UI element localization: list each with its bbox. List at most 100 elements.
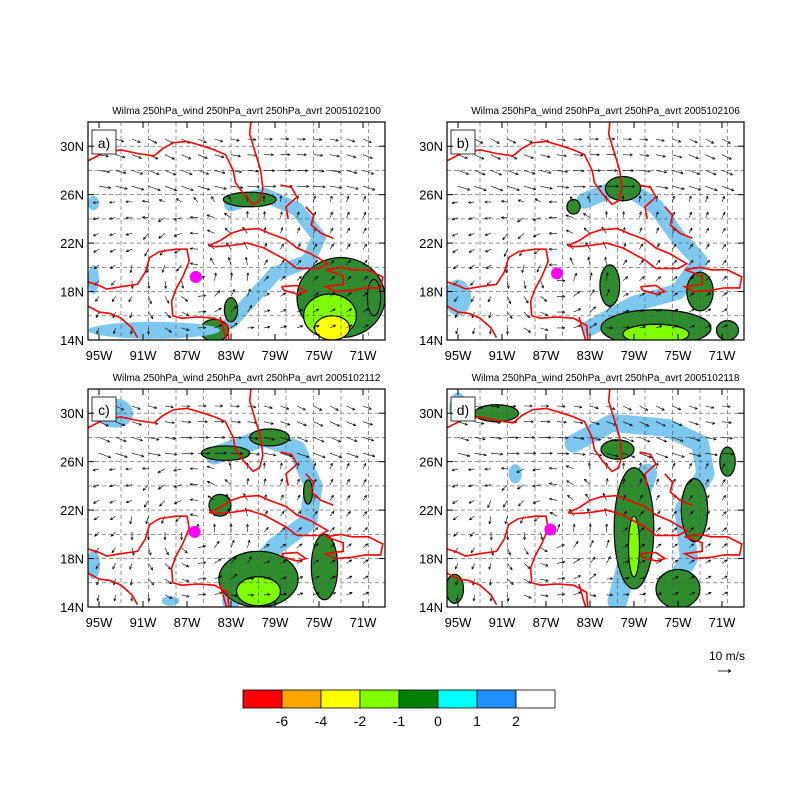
coastline [664,206,693,240]
wind-vector [672,510,677,517]
wind-vector [589,539,594,548]
wind-vector [490,185,504,192]
wind-vector [639,478,643,485]
wind-vector [145,516,149,525]
wind-vector [279,195,283,202]
wind-vector [230,420,241,424]
wind-vector [621,195,625,202]
y-tick-label: 30N [419,139,443,154]
wind-vector [501,200,508,203]
wind-vector [115,185,128,190]
wind-vector [129,579,133,586]
y-tick-label: 30N [60,406,84,421]
wind-vector [346,437,358,442]
wind-vector [523,280,527,289]
wind-vector [313,576,320,580]
wind-vector [148,170,160,176]
wind-vector [474,437,486,441]
y-tick-label: 26N [60,455,84,470]
wind-vector [523,531,526,541]
wind-vector [131,452,145,458]
wind-vector [279,211,283,218]
wind-vector [280,325,287,329]
wind-vector [488,516,492,525]
wind-vector [207,495,215,501]
wind-vector [92,201,100,204]
wind-vector [143,500,149,508]
wind-vector [548,497,558,501]
wind-vector [131,138,141,143]
wind-vector [313,259,318,266]
coastline [447,389,623,473]
wind-vector [705,575,712,580]
wind-vector [639,421,650,427]
wind-vector [721,421,732,424]
wind-vector [557,294,566,298]
wind-vector [556,524,561,532]
wind-vector [573,169,585,173]
wind-vector [622,405,632,411]
wind-vector [263,184,277,188]
wind-vector [346,478,350,485]
wind-vector [197,310,207,314]
coastline [639,451,658,487]
wind-vector [721,463,726,470]
wind-vector [721,154,732,160]
wind-vector [532,233,541,238]
wind-vector [451,484,459,488]
wind-vector [164,578,172,585]
wind-vector [490,436,502,440]
wind-vector [672,405,682,411]
wind-vector [246,211,249,218]
wind-vector [346,462,350,470]
wind-vector [214,558,222,564]
coastline [208,227,330,270]
wind-vector [206,465,215,470]
coastline [681,266,743,293]
wind-vector [721,511,727,517]
x-tick-label: 87W [533,348,560,363]
colorbar-label: 1 [473,713,481,729]
wind-vector [210,257,215,266]
wind-vector [362,324,369,329]
wind-vector [606,169,618,172]
wind-vector [455,594,459,602]
wind-vector [244,256,248,265]
wind-vector [362,292,369,297]
x-tick-label: 75W [306,348,333,363]
wind-vector [197,294,207,298]
wind-vector [556,170,568,174]
coastline [280,451,299,487]
wind-vector [548,263,557,267]
coastline [219,316,228,340]
wind-vector [346,195,350,203]
wind-vector [164,452,178,456]
coastline [322,533,384,560]
wind-vector [672,592,679,596]
map-area [447,389,744,607]
vorticity-contour [366,278,382,317]
wind-vector [606,452,619,458]
wind-vector [655,452,669,458]
wind-vector [96,594,100,602]
wind-vector [197,170,210,175]
wind-vector [148,138,158,144]
wind-vector [588,523,592,532]
wind-vector [362,543,369,548]
coastline [447,515,589,607]
wind-vector [247,539,251,548]
wind-vector [206,229,215,234]
wind-vector [569,257,574,266]
coastline [447,572,498,605]
wind-vector [556,436,568,440]
colorbar-swatch [515,689,556,709]
map-area [88,122,385,340]
wind-vector [164,547,169,556]
wind-vector [362,195,366,203]
wind-vector [115,421,126,426]
colorbar-label: -2 [354,713,367,729]
wind-vector [573,291,581,297]
wind-vector [688,462,692,470]
wind-vector [125,500,133,503]
wind-vector [532,217,541,221]
